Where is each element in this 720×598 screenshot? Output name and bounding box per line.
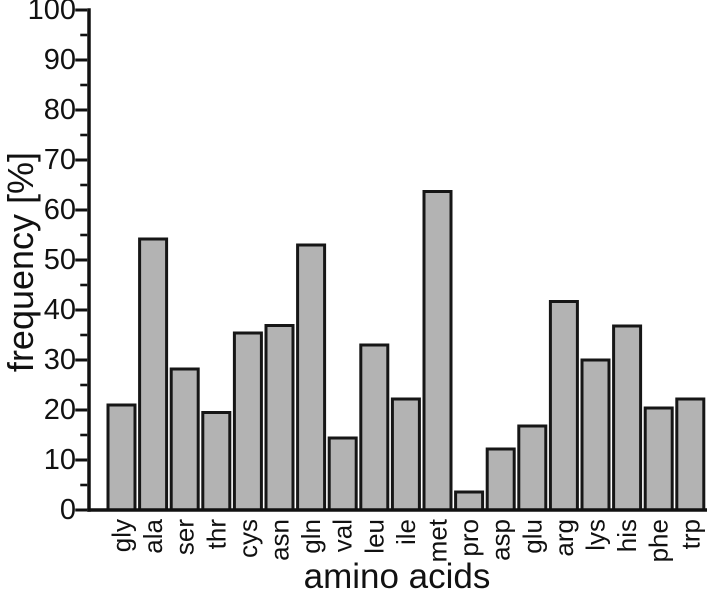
y-tick-label-30: 30 <box>44 344 76 376</box>
x-category-label-val: val <box>328 519 358 552</box>
x-category-label-ser: ser <box>170 519 200 555</box>
bar-asn <box>264 324 295 512</box>
y-tick-label-70: 70 <box>44 144 76 176</box>
bar-ser <box>169 367 200 512</box>
y-tick-label-0: 0 <box>60 494 76 526</box>
y-tick-label-100: 100 <box>28 0 76 26</box>
x-category-label-asn: asn <box>265 519 295 561</box>
y-tick-label-60: 60 <box>44 194 76 226</box>
x-category-label-trp: trp <box>675 519 705 549</box>
x-category-label-lys: lys <box>581 519 611 551</box>
x-axis-title: amino acids <box>303 557 491 596</box>
bar-lys <box>580 358 611 512</box>
bar-gln <box>296 243 327 512</box>
bar-thr <box>201 411 232 512</box>
x-category-label-ile: ile <box>391 519 421 545</box>
bar-phe <box>643 406 674 512</box>
bar-ile <box>390 397 421 512</box>
x-category-label-asp: asp <box>486 519 516 561</box>
bar-trp <box>675 397 706 512</box>
bar-his <box>612 324 643 512</box>
x-category-label-cys: cys <box>233 519 263 558</box>
bar-asp <box>485 447 516 512</box>
bar-glu <box>517 424 548 512</box>
bar-ala <box>138 237 169 512</box>
x-category-label-pro: pro <box>454 519 484 557</box>
bar-pro <box>454 490 485 512</box>
y-axis-title: frequency [%] <box>0 151 41 373</box>
bar-arg <box>548 300 579 512</box>
y-tick-label-40: 40 <box>44 294 76 326</box>
bar-cys <box>232 331 263 512</box>
y-tick-label-10: 10 <box>44 444 76 476</box>
y-tick-label-90: 90 <box>44 44 76 76</box>
y-tick-label-80: 80 <box>44 94 76 126</box>
x-category-label-arg: arg <box>549 519 579 557</box>
x-category-label-phe: phe <box>644 519 674 562</box>
y-tick-label-50: 50 <box>44 244 76 276</box>
x-category-label-leu: leu <box>359 519 389 554</box>
x-category-label-thr: thr <box>201 519 231 550</box>
x-category-label-his: his <box>612 519 642 552</box>
x-category-label-gln: gln <box>296 519 326 554</box>
y-tick-label-20: 20 <box>44 394 76 426</box>
x-category-label-ala: ala <box>138 518 168 553</box>
x-category-label-met: met <box>423 518 453 562</box>
x-category-label-gly: gly <box>107 519 137 552</box>
bar-val <box>327 436 358 512</box>
x-category-label-glu: glu <box>517 519 547 554</box>
bar-gly <box>106 403 137 512</box>
bar-leu <box>359 343 390 512</box>
bar-met <box>422 190 453 512</box>
